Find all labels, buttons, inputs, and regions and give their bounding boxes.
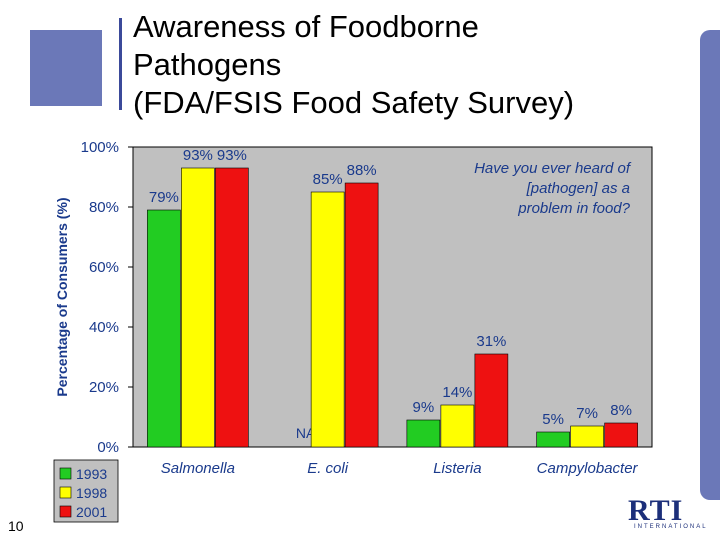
legend-swatch-2001 — [59, 505, 72, 518]
data-label: 93% — [183, 147, 213, 164]
bar-listeria-1998 — [440, 404, 475, 448]
y-tick-label: 40% — [89, 319, 119, 336]
data-label: 79% — [149, 189, 179, 206]
data-label: 85% — [313, 171, 343, 188]
legend-label-1993: 1993 — [76, 466, 107, 482]
bar-salmonella-1993 — [147, 209, 181, 448]
logo-subtext: INTERNATIONAL — [634, 524, 708, 530]
decorative-line — [119, 18, 122, 110]
data-label: 7% — [576, 405, 598, 422]
data-label: 93% — [217, 147, 247, 164]
decorative-right-edge — [700, 30, 720, 500]
data-label: 14% — [442, 384, 472, 401]
bar-salmonella-1998 — [181, 167, 215, 448]
y-tick-label: 80% — [89, 199, 119, 216]
y-axis-label: Percentage of Consumers (%) — [54, 197, 70, 396]
data-label: 9% — [413, 399, 435, 416]
bar-campylobacter-1998 — [570, 425, 604, 448]
x-category-label: E. coli — [307, 460, 349, 477]
rti-logo: RTI INTERNATIONAL — [628, 496, 708, 532]
logo-text: RTI — [628, 494, 684, 527]
data-label: 88% — [347, 162, 377, 179]
bar-listeria-2001 — [474, 353, 509, 448]
data-label: 31% — [476, 333, 506, 350]
x-category-label: Listeria — [433, 460, 481, 477]
y-tick-label: 20% — [89, 379, 119, 396]
bar-e-coli-2001 — [344, 182, 379, 448]
annotation-line: problem in food? — [517, 200, 630, 217]
page-number: 10 — [8, 518, 24, 534]
x-category-label: Salmonella — [161, 460, 235, 477]
x-category-label: Campylobacter — [537, 460, 639, 477]
annotation-line: [pathogen] as a — [526, 180, 630, 197]
y-tick-label: 60% — [89, 259, 119, 276]
data-label: 5% — [542, 411, 564, 428]
y-tick-label: 0% — [97, 439, 119, 456]
legend-label-1998: 1998 — [76, 485, 107, 501]
bar-chart: 0% 20% 40% 60% 80% 100% Percentage of Consumer… — [53, 139, 653, 523]
annotation-line: Have you ever heard of — [474, 160, 632, 177]
data-label: 8% — [610, 402, 632, 419]
slide-title: Awareness of Foodborne Pathogens (FDA/FS… — [133, 9, 575, 120]
bar-listeria-1993 — [406, 419, 441, 448]
bar-salmonella-2001 — [215, 167, 249, 448]
legend-label-2001: 2001 — [76, 504, 107, 520]
bar-e-coli-1998 — [310, 191, 345, 448]
decorative-square — [30, 30, 102, 106]
y-tick-label: 100% — [81, 139, 119, 156]
bar-campylobacter-1993 — [536, 431, 570, 448]
bar-campylobacter-2001 — [604, 422, 638, 448]
legend-swatch-1993 — [59, 467, 72, 480]
legend-swatch-1998 — [59, 486, 72, 499]
